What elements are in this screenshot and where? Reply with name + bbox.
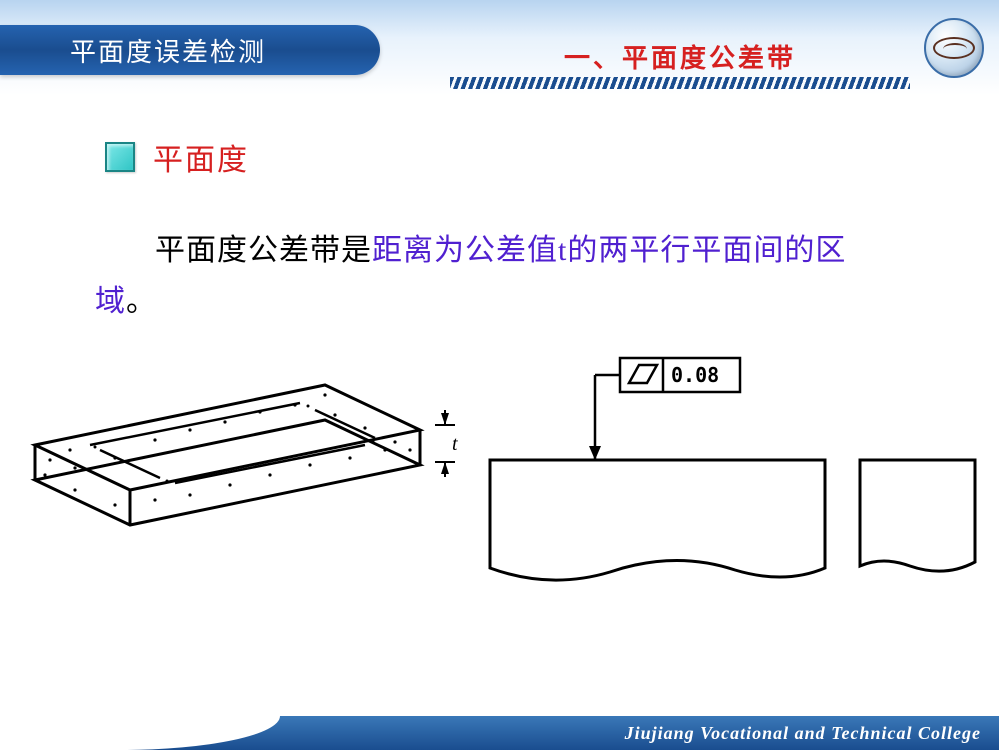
tolerance-value: 0.08 [671,363,719,387]
tolerance-zone-diagram: t [35,385,458,525]
college-logo [924,18,984,78]
technical-diagrams: t 0.08 [15,350,985,630]
section-header: 平面度 [105,135,249,179]
subtitle-container: 一、平面度公差带 [450,38,910,89]
body-post: 。 [126,285,157,318]
logo-graphic [933,37,975,59]
body-pre: 平面度公差带是 [155,234,372,267]
title-pill: 平面度误差检测 [0,25,380,75]
footer-bar: Jiujiang Vocational and Technical Colleg… [0,716,999,750]
page-title: 平面度误差检测 [70,32,266,69]
bullet-square-icon [105,142,135,172]
subtitle-underline [450,77,910,89]
subtitle-text: 一、平面度公差带 [450,38,910,75]
footer-text: Jiujiang Vocational and Technical Colleg… [625,723,981,744]
definition-paragraph: 平面度公差带是距离为公差值t的两平行平面间的区域。 [95,225,905,327]
section-heading: 平面度 [153,135,249,179]
dimension-label-t: t [452,433,458,455]
drawing-callout-diagram: 0.08 [490,358,975,580]
